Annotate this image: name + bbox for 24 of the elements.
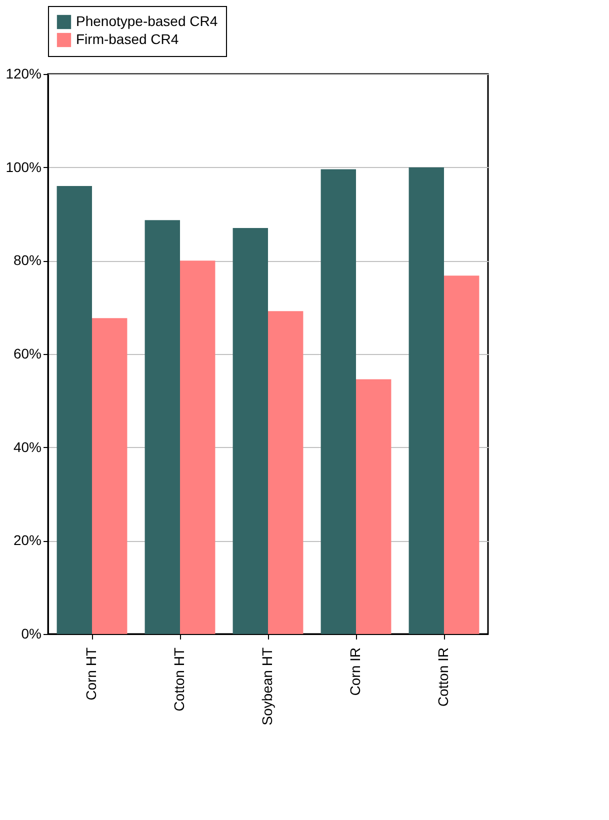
bar xyxy=(356,379,392,634)
y-tick-label: 20% xyxy=(13,532,42,548)
y-tick-label: 40% xyxy=(13,438,42,455)
bar xyxy=(268,311,304,634)
y-tick-label: 100% xyxy=(6,158,42,175)
bar xyxy=(232,228,268,634)
legend-label: Firm-based CR4 xyxy=(76,31,179,47)
bar xyxy=(180,260,216,634)
legend-label: Phenotype-based CR4 xyxy=(76,13,218,29)
y-tick-label: 80% xyxy=(13,252,42,268)
x-tick-label: Cotton IR xyxy=(435,648,451,707)
bar xyxy=(320,169,356,634)
y-tick-label: 0% xyxy=(21,626,42,642)
x-tick-label: Soybean HT xyxy=(259,647,275,726)
bar xyxy=(444,276,480,634)
x-tick-label: Corn IR xyxy=(347,648,363,696)
x-tick-label: Cotton HT xyxy=(171,647,187,712)
bar xyxy=(144,220,180,634)
bar xyxy=(408,167,444,634)
y-tick-label: 120% xyxy=(6,66,42,82)
x-tick-label: Corn HT xyxy=(83,647,99,700)
bar xyxy=(56,186,92,634)
y-tick-label: 60% xyxy=(13,346,42,362)
bar xyxy=(92,318,128,634)
